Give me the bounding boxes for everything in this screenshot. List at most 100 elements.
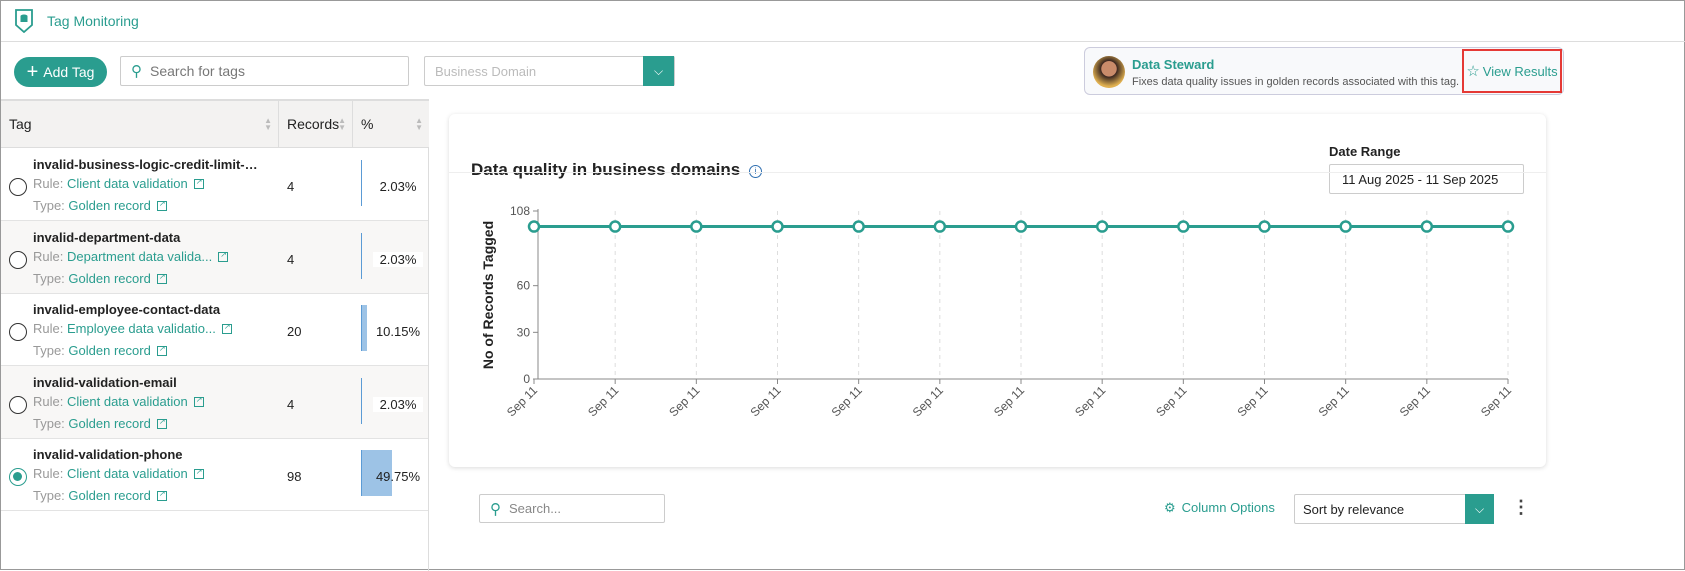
external-link-icon[interactable] [193, 467, 204, 479]
column-options-label: Column Options [1181, 500, 1275, 515]
shield-database-icon [15, 9, 33, 33]
x-tick-label: Sep 11 [666, 383, 702, 419]
y-axis-label: No of Records Tagged [480, 221, 496, 369]
type-label: Type: [33, 343, 65, 358]
percent-value: 10.15% [373, 324, 423, 339]
table-row[interactable]: invalid-validation-phone Rule: Client da… [1, 438, 428, 511]
column-header-records[interactable]: Records ▲ ▼ [279, 101, 353, 148]
chart-title: Data quality in business domains i [471, 160, 762, 180]
chevron-down-icon[interactable]: ⌵ [1465, 494, 1494, 524]
type-link[interactable]: Golden record [68, 415, 151, 431]
app-title: Tag Monitoring [47, 13, 139, 29]
records-count: 4 [287, 251, 295, 267]
external-link-icon[interactable] [221, 322, 232, 334]
add-tag-button[interactable]: + Add Tag [14, 57, 107, 87]
data-point [1420, 220, 1434, 233]
col-label: Tag [9, 116, 32, 132]
app-header: Tag Monitoring [1, 1, 1685, 42]
x-tick-label: Sep 11 [747, 383, 783, 419]
rule-link[interactable]: Client data validation [66, 393, 188, 409]
data-point [1501, 220, 1515, 233]
chevron-down-icon[interactable]: ⌵ [643, 56, 674, 86]
percent-value: 2.03% [373, 251, 423, 267]
data-point [608, 220, 622, 233]
rule-link[interactable]: Client data validation [66, 466, 188, 481]
x-tick-label: Sep 11 [1397, 383, 1433, 419]
star-icon: ☆ [1466, 63, 1480, 80]
external-link-icon[interactable] [156, 344, 167, 356]
domain-placeholder: Business Domain [435, 63, 537, 79]
type-label: Type: [33, 270, 65, 286]
row-radio[interactable] [9, 323, 27, 341]
sort-value: Sort by relevance [1303, 501, 1405, 517]
rule-link[interactable]: Department data valida... [66, 248, 213, 264]
rule-label: Rule: [33, 176, 64, 191]
search-icon: ⚲ [131, 63, 142, 80]
x-tick-label: Sep 11 [1478, 383, 1514, 419]
column-header-percent[interactable]: % ▲ ▼ [353, 101, 429, 148]
table-row[interactable]: invalid-business-logic-credit-limit-mis.… [1, 148, 428, 221]
column-header-tag[interactable]: Tag ▲ ▼ [1, 101, 279, 148]
external-link-icon[interactable] [193, 395, 204, 407]
tag-search-input[interactable]: ⚲ Search for tags [120, 56, 409, 86]
type-label: Type: [33, 488, 65, 503]
x-tick-label: Sep 11 [504, 383, 540, 419]
results-search-input[interactable]: ⚲ Search... [479, 494, 665, 523]
percent-bar [361, 305, 368, 351]
external-link-icon[interactable] [156, 417, 167, 429]
records-count: 4 [287, 179, 295, 194]
table-row[interactable]: invalid-department-data Rule: Department… [1, 220, 428, 294]
more-options-icon[interactable]: ⋮ [1512, 497, 1530, 517]
tag-name: invalid-business-logic-credit-limit-mis.… [33, 157, 263, 172]
rule-link[interactable]: Client data validation [66, 176, 188, 191]
external-link-icon[interactable] [156, 489, 167, 501]
date-range-picker[interactable]: 11 Aug 2025 - 11 Sep 2025 [1329, 164, 1524, 194]
type-link[interactable]: Golden record [68, 270, 151, 286]
rule-label: Rule: [33, 466, 64, 481]
divider [449, 172, 1546, 173]
x-tick-label: Sep 11 [1234, 383, 1270, 419]
column-options-button[interactable]: ⚙ Column Options [1164, 500, 1275, 516]
row-radio[interactable] [9, 250, 27, 269]
search-placeholder: Search for tags [150, 63, 245, 79]
avatar [1093, 56, 1125, 88]
rule-label: Rule: [33, 248, 64, 264]
view-results-button[interactable]: ☆ View Results [1462, 49, 1562, 93]
rule-link[interactable]: Employee data validatio... [66, 321, 216, 336]
type-link[interactable]: Golden record [68, 343, 151, 358]
percent-bar [361, 232, 363, 279]
table-row[interactable]: invalid-employee-contact-data Rule: Empl… [1, 293, 428, 366]
tag-name: invalid-department-data [33, 229, 181, 245]
data-steward-card: Data Steward Fixes data quality issues i… [1084, 47, 1564, 95]
rule-line: Rule: Client data validation [33, 466, 204, 481]
data-point [771, 220, 784, 233]
search-placeholder: Search... [509, 501, 562, 516]
row-radio[interactable] [9, 468, 27, 486]
external-link-icon[interactable] [193, 177, 204, 189]
data-point [1014, 220, 1028, 233]
external-link-icon[interactable] [156, 199, 167, 211]
type-link[interactable]: Golden record [68, 488, 151, 503]
type-line: Type: Golden record [33, 416, 167, 431]
row-radio[interactable] [9, 395, 27, 414]
percent-value: 2.03% [373, 396, 423, 412]
type-line: Type: Golden record [33, 343, 167, 358]
records-count: 4 [287, 396, 295, 412]
x-tick-label: Sep 11 [585, 383, 621, 419]
type-link[interactable]: Golden record [68, 198, 151, 213]
y-tick-label: 60 [517, 279, 531, 293]
external-link-icon[interactable] [218, 250, 229, 262]
info-icon[interactable]: i [748, 165, 762, 178]
sort-dropdown[interactable]: Sort by relevance ⌵ [1294, 494, 1494, 524]
external-link-icon[interactable] [156, 272, 167, 284]
tag-table: Tag ▲ ▼ Records ▲ ▼ % ▲ ▼ invalid-business-log… [1, 99, 429, 571]
data-point [933, 220, 947, 233]
data-point [1339, 220, 1352, 233]
percent-value: 49.75% [375, 469, 421, 484]
y-tick-label: 0 [523, 372, 530, 386]
row-radio[interactable] [9, 178, 27, 196]
sort-icon: ▲ ▼ [264, 116, 272, 132]
table-row[interactable]: invalid-validation-email Rule: Client da… [1, 365, 428, 439]
business-domain-dropdown[interactable]: Business Domain ⌵ [424, 56, 675, 86]
chart-title-text: Data quality in business domains [471, 160, 741, 179]
